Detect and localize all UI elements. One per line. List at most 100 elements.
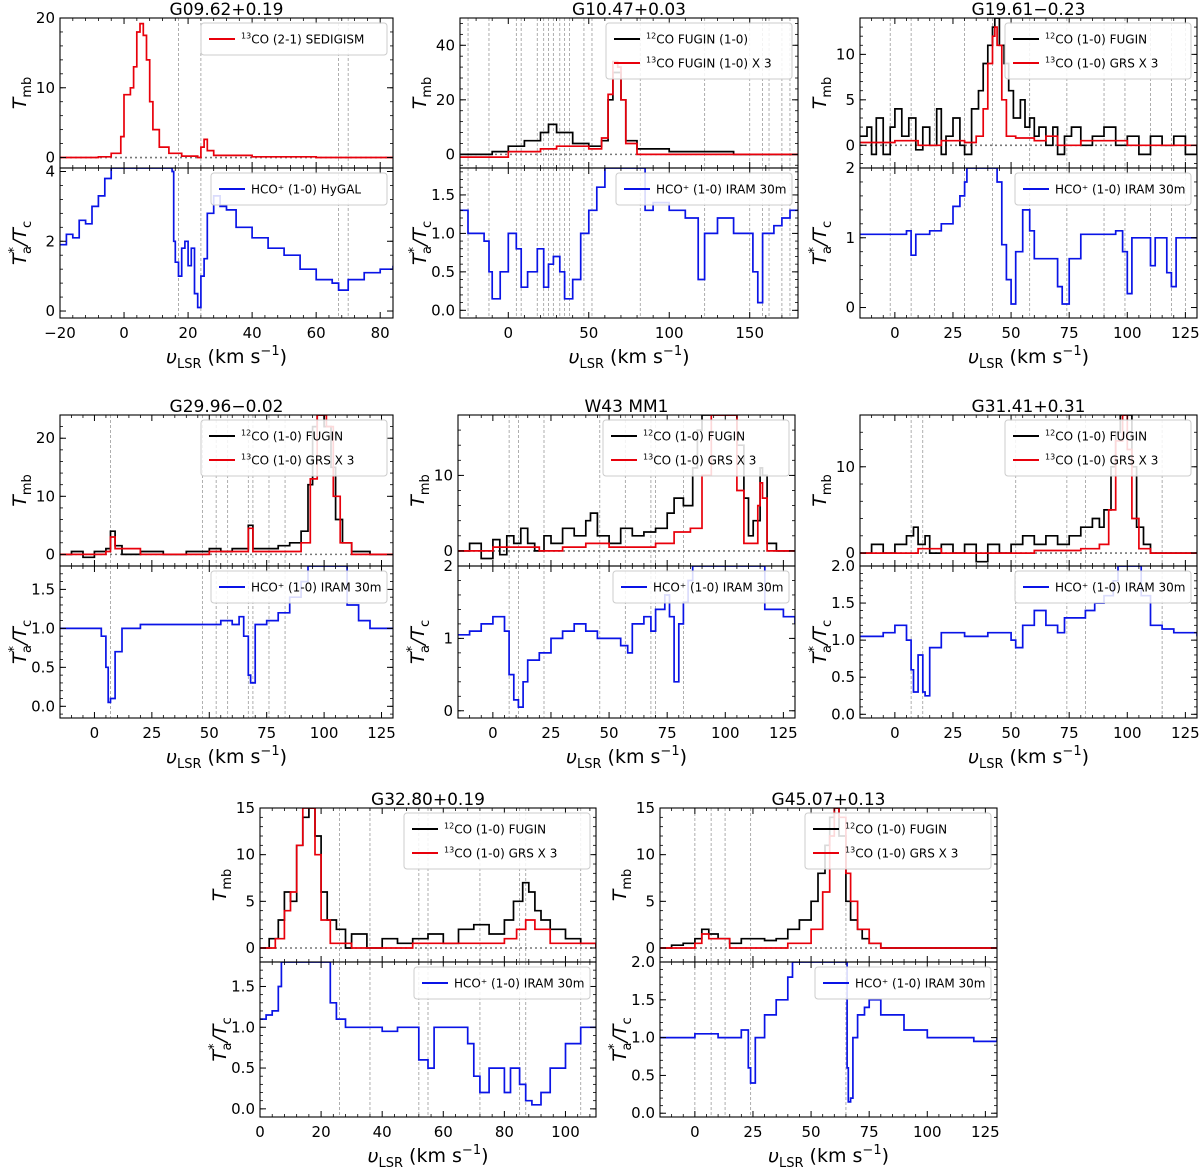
y-tick-label: 0 bbox=[443, 542, 453, 560]
y-tick-label: 2 bbox=[845, 159, 855, 177]
y-tick-label: 5 bbox=[245, 892, 255, 910]
legend-box bbox=[1014, 172, 1192, 206]
series-line-hco bbox=[460, 168, 798, 304]
series-group bbox=[260, 808, 596, 949]
series-line-13co bbox=[660, 808, 997, 949]
legend: 13CO (2-1) SEDIGISM bbox=[200, 22, 388, 56]
x-tick-label: 125 bbox=[1171, 724, 1200, 742]
legend-label-12co: 12CO (1-0) FUGIN bbox=[1045, 32, 1147, 47]
x-axis-label: υLSR (km s−1) bbox=[166, 344, 287, 372]
series-line-13co bbox=[860, 26, 1197, 147]
legend-label-hco: HCO⁺ (1-0) IRAM 30m bbox=[656, 183, 787, 197]
x-axis-label: υLSR (km s−1) bbox=[367, 1143, 488, 1167]
legend: 12CO (1-0) FUGIN 13CO (1-0) GRS X 3 bbox=[200, 419, 388, 477]
series-group bbox=[860, 415, 1197, 563]
y-axis-label-top: Tmb bbox=[9, 474, 35, 507]
series-line-13co bbox=[860, 415, 1197, 554]
y-tick-label: 0 bbox=[45, 302, 55, 320]
y-axis-label-top: Tmb bbox=[9, 77, 35, 110]
panel-title: W43 MM1 bbox=[585, 397, 669, 417]
legend-label-13co: 13CO FUGIN (1-0) X 3 bbox=[646, 56, 772, 71]
legend-box bbox=[210, 172, 388, 206]
legend: HCO⁺ (1-0) HyGAL bbox=[210, 172, 388, 206]
series-line-hco bbox=[860, 566, 1197, 697]
y-axis-label-bottom: T*a/Tc bbox=[7, 221, 35, 265]
y-tick-label: 0.0 bbox=[631, 1104, 655, 1122]
y-tick-label: 20 bbox=[36, 9, 55, 27]
series-line-hco bbox=[660, 962, 997, 1103]
legend-label-12co: 12CO FUGIN (1-0) bbox=[646, 32, 748, 47]
series-line-hco bbox=[260, 962, 596, 1106]
y-tick-label: 0 bbox=[443, 702, 453, 720]
legend: 12CO (1-0) FUGIN 13CO (1-0) GRS X 3 bbox=[1004, 419, 1192, 477]
y-axis-label-bottom: T*a/Tc bbox=[807, 620, 835, 664]
y-tick-label: 0.0 bbox=[831, 705, 855, 723]
legend-box bbox=[1004, 419, 1192, 477]
x-tick-label: 60 bbox=[307, 324, 326, 342]
axes-frame bbox=[659, 961, 998, 1118]
x-tick-label: 125 bbox=[1171, 324, 1200, 342]
y-tick-label: 1.0 bbox=[831, 631, 855, 649]
x-tick-label: 100 bbox=[711, 724, 740, 742]
legend: 12CO FUGIN (1-0) 13CO FUGIN (1-0) X 3 bbox=[605, 22, 793, 80]
series-group bbox=[260, 962, 596, 1106]
x-axis-label: υLSR (km s−1) bbox=[968, 344, 1089, 372]
y-tick-label: 1.5 bbox=[31, 580, 55, 598]
legend: HCO⁺ (1-0) IRAM 30m bbox=[814, 966, 992, 1000]
x-tick-label: 100 bbox=[913, 1123, 942, 1141]
legend-box bbox=[403, 812, 591, 870]
x-axis-label: υLSR (km s−1) bbox=[566, 744, 687, 772]
y-axis-label-top: Tmb bbox=[609, 869, 635, 902]
x-tick-label: 0 bbox=[890, 724, 900, 742]
x-tick-label: −20 bbox=[44, 324, 76, 342]
legend-box bbox=[612, 570, 790, 604]
y-axis-label-top: Tmb bbox=[209, 869, 235, 902]
y-tick-label: 1 bbox=[443, 629, 453, 647]
panel-title: G31.41+0.31 bbox=[972, 397, 1086, 417]
axes-frame bbox=[457, 565, 796, 719]
y-tick-label: 1 bbox=[845, 229, 855, 247]
y-axis-label-bottom: T*a/Tc bbox=[7, 620, 35, 664]
x-tick-label: 0 bbox=[488, 724, 498, 742]
y-tick-label: 0 bbox=[645, 939, 655, 957]
legend: HCO⁺ (1-0) IRAM 30m bbox=[615, 172, 793, 206]
y-tick-label: 15 bbox=[236, 799, 255, 817]
legend: 12CO (1-0) FUGIN 13CO (1-0) GRS X 3 bbox=[403, 812, 591, 870]
y-tick-label: 10 bbox=[36, 487, 55, 505]
x-tick-label: 0 bbox=[255, 1123, 265, 1141]
y-tick-label: 0 bbox=[245, 939, 255, 957]
legend-label-hco: HCO⁺ (1-0) HyGAL bbox=[251, 183, 361, 197]
x-tick-label: 100 bbox=[1113, 324, 1142, 342]
legend-box bbox=[615, 172, 793, 206]
y-tick-label: 20 bbox=[436, 91, 455, 109]
series-group bbox=[460, 60, 798, 158]
x-tick-label: 40 bbox=[373, 1123, 392, 1141]
y-tick-label: 1.5 bbox=[831, 594, 855, 612]
series-group bbox=[458, 415, 795, 560]
spectrum-panel-1: G09.62+0.19 0 10 20 13CO (2-1) SEDIGISM 0 2 4 −2… bbox=[7, 0, 394, 372]
series-group bbox=[460, 168, 798, 304]
y-tick-label: 10 bbox=[434, 466, 453, 484]
x-tick-label: 20 bbox=[312, 1123, 331, 1141]
series-line-hco bbox=[60, 566, 393, 704]
x-tick-label: 80 bbox=[495, 1123, 514, 1141]
legend-label-13co: 13CO (1-0) GRS X 3 bbox=[1045, 453, 1158, 468]
legend-box bbox=[814, 966, 992, 1000]
x-tick-label: 25 bbox=[743, 1123, 762, 1141]
panel-title: G09.62+0.19 bbox=[170, 0, 284, 20]
y-tick-label: 1.5 bbox=[631, 991, 655, 1009]
legend-label-hco: HCO⁺ (1-0) IRAM 30m bbox=[855, 977, 986, 991]
y-tick-label: 1.0 bbox=[431, 224, 455, 242]
series-line-12co bbox=[460, 71, 798, 156]
legend-box bbox=[602, 419, 790, 477]
series-group bbox=[860, 566, 1197, 697]
y-tick-label: 10 bbox=[636, 846, 655, 864]
y-tick-label: 5 bbox=[645, 892, 655, 910]
x-tick-label: 25 bbox=[142, 724, 161, 742]
legend: 12CO (1-0) FUGIN 13CO (1-0) GRS X 3 bbox=[602, 419, 790, 477]
x-tick-label: 25 bbox=[541, 724, 560, 742]
legend-box bbox=[210, 570, 388, 604]
series-line-13co bbox=[60, 22, 393, 159]
